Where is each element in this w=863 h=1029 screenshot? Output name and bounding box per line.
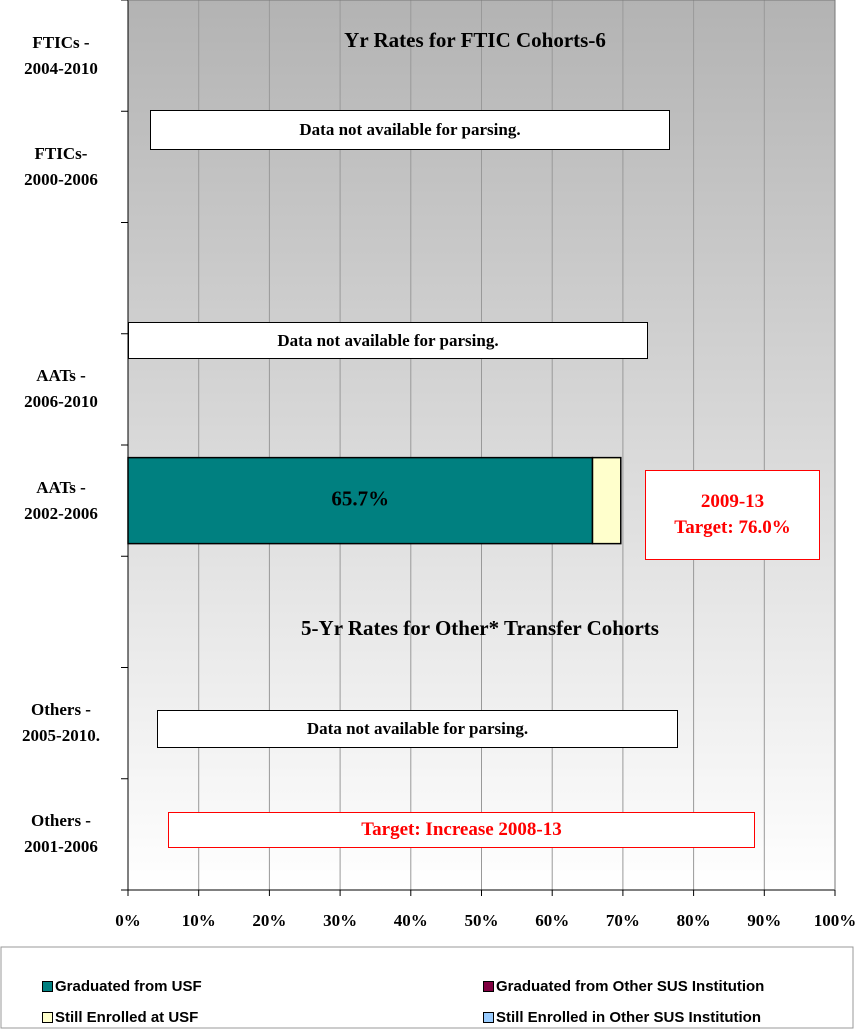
legend-label: Still Enrolled in Other SUS Institution [496, 1009, 762, 1026]
legend-item: Still Enrolled in Other SUS Institution [483, 1009, 761, 1026]
x-tick-label: 0% [115, 911, 141, 930]
x-tick-label: 60% [535, 911, 569, 930]
annotation: 2009-13 Target: 76.0% [645, 470, 820, 560]
x-tick-label: 30% [323, 911, 357, 930]
annotation: Data not available for parsing. [157, 710, 678, 748]
annotation: Data not available for parsing. [128, 322, 648, 359]
x-tick-label: 50% [465, 911, 499, 930]
legend-item: Graduated from USF [42, 978, 202, 995]
legend-label: Still Enrolled at USF [55, 1009, 199, 1026]
x-tick-label: 70% [606, 911, 640, 930]
legend-item: Graduated from Other SUS Institution [483, 978, 764, 995]
section-title: 5-Yr Rates for Other* Transfer Cohorts [301, 616, 659, 640]
y-tick-label: FTICs- 2000-2006 [24, 143, 98, 189]
bar-segment [591, 456, 622, 545]
bar-segment [127, 456, 594, 545]
x-tick-label: 90% [747, 911, 781, 930]
legend-swatch [42, 1012, 53, 1023]
section-title: Yr Rates for FTIC Cohorts-6 [344, 28, 606, 52]
legend-box [0, 946, 854, 1029]
y-tick-label: FTICs - 2004-2010 [24, 32, 98, 78]
data-label: 65.7% [331, 486, 389, 510]
y-tick-label: Others - 2005-2010. [22, 700, 100, 746]
legend-swatch [483, 981, 494, 992]
y-tick-label: AATs - 2002-2006 [24, 477, 98, 523]
x-tick-label: 20% [252, 911, 286, 930]
x-tick-label: 10% [182, 911, 216, 930]
legend-label: Graduated from USF [55, 978, 202, 995]
legend-swatch [483, 1012, 494, 1023]
y-tick-label: AATs - 2006-2010 [24, 366, 98, 412]
x-tick-label: 80% [677, 911, 711, 930]
y-tick-label: Others - 2001-2006 [24, 811, 98, 857]
annotation: Target: Increase 2008-13 [168, 812, 755, 848]
x-tick-label: 40% [394, 911, 428, 930]
legend-label: Graduated from Other SUS Institution [496, 978, 765, 995]
x-tick-label: 100% [814, 911, 857, 930]
annotation: Data not available for parsing. [150, 110, 670, 150]
legend-item: Still Enrolled at USF [42, 1009, 198, 1026]
legend-swatch [42, 981, 53, 992]
